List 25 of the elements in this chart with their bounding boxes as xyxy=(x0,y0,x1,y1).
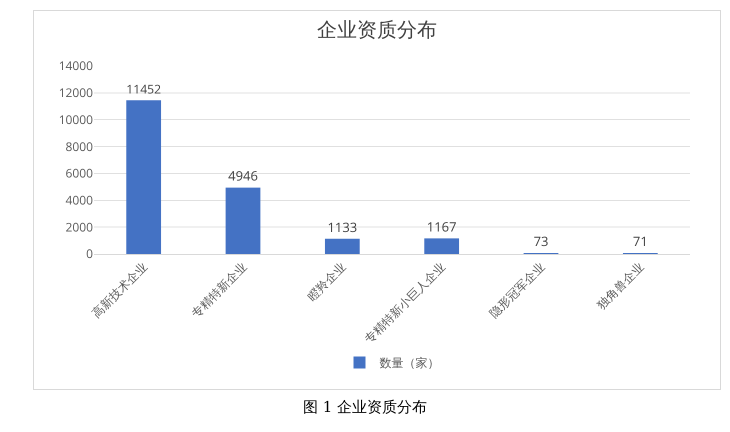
data-label: 1133 xyxy=(327,218,358,236)
y-tick-label: 6000 xyxy=(66,164,94,182)
data-label: 1167 xyxy=(426,217,457,236)
bar xyxy=(126,100,162,254)
data-label: 11452 xyxy=(126,80,162,98)
data-label: 73 xyxy=(534,232,548,250)
legend-label: 数量（家） xyxy=(380,356,440,370)
y-tick-label: 4000 xyxy=(66,191,94,208)
x-tick-label: 隐形冠军企业 xyxy=(485,258,548,322)
y-tick-label: 14000 xyxy=(58,57,94,74)
bar xyxy=(226,188,260,254)
y-tick-label: 10000 xyxy=(58,110,94,128)
y-tick-label: 2000 xyxy=(66,218,94,236)
caption: 图 1 企业资质分布 xyxy=(302,398,428,417)
x-tick-label: 独角兽企业 xyxy=(592,258,648,313)
y-tick-label: 8000 xyxy=(66,138,94,155)
data-label: 4946 xyxy=(228,166,258,185)
bar xyxy=(324,238,360,254)
chart-title: 企业资质分布 xyxy=(317,15,437,42)
bar xyxy=(424,238,460,254)
x-tick-label: 专精特新企业 xyxy=(187,258,250,322)
y-tick-label: 12000 xyxy=(58,84,94,102)
x-tick-label: 瞪羚企业 xyxy=(303,258,350,304)
x-tick-label: 专精特新小巨人企业 xyxy=(360,258,449,347)
data-label: 71 xyxy=(632,232,648,250)
